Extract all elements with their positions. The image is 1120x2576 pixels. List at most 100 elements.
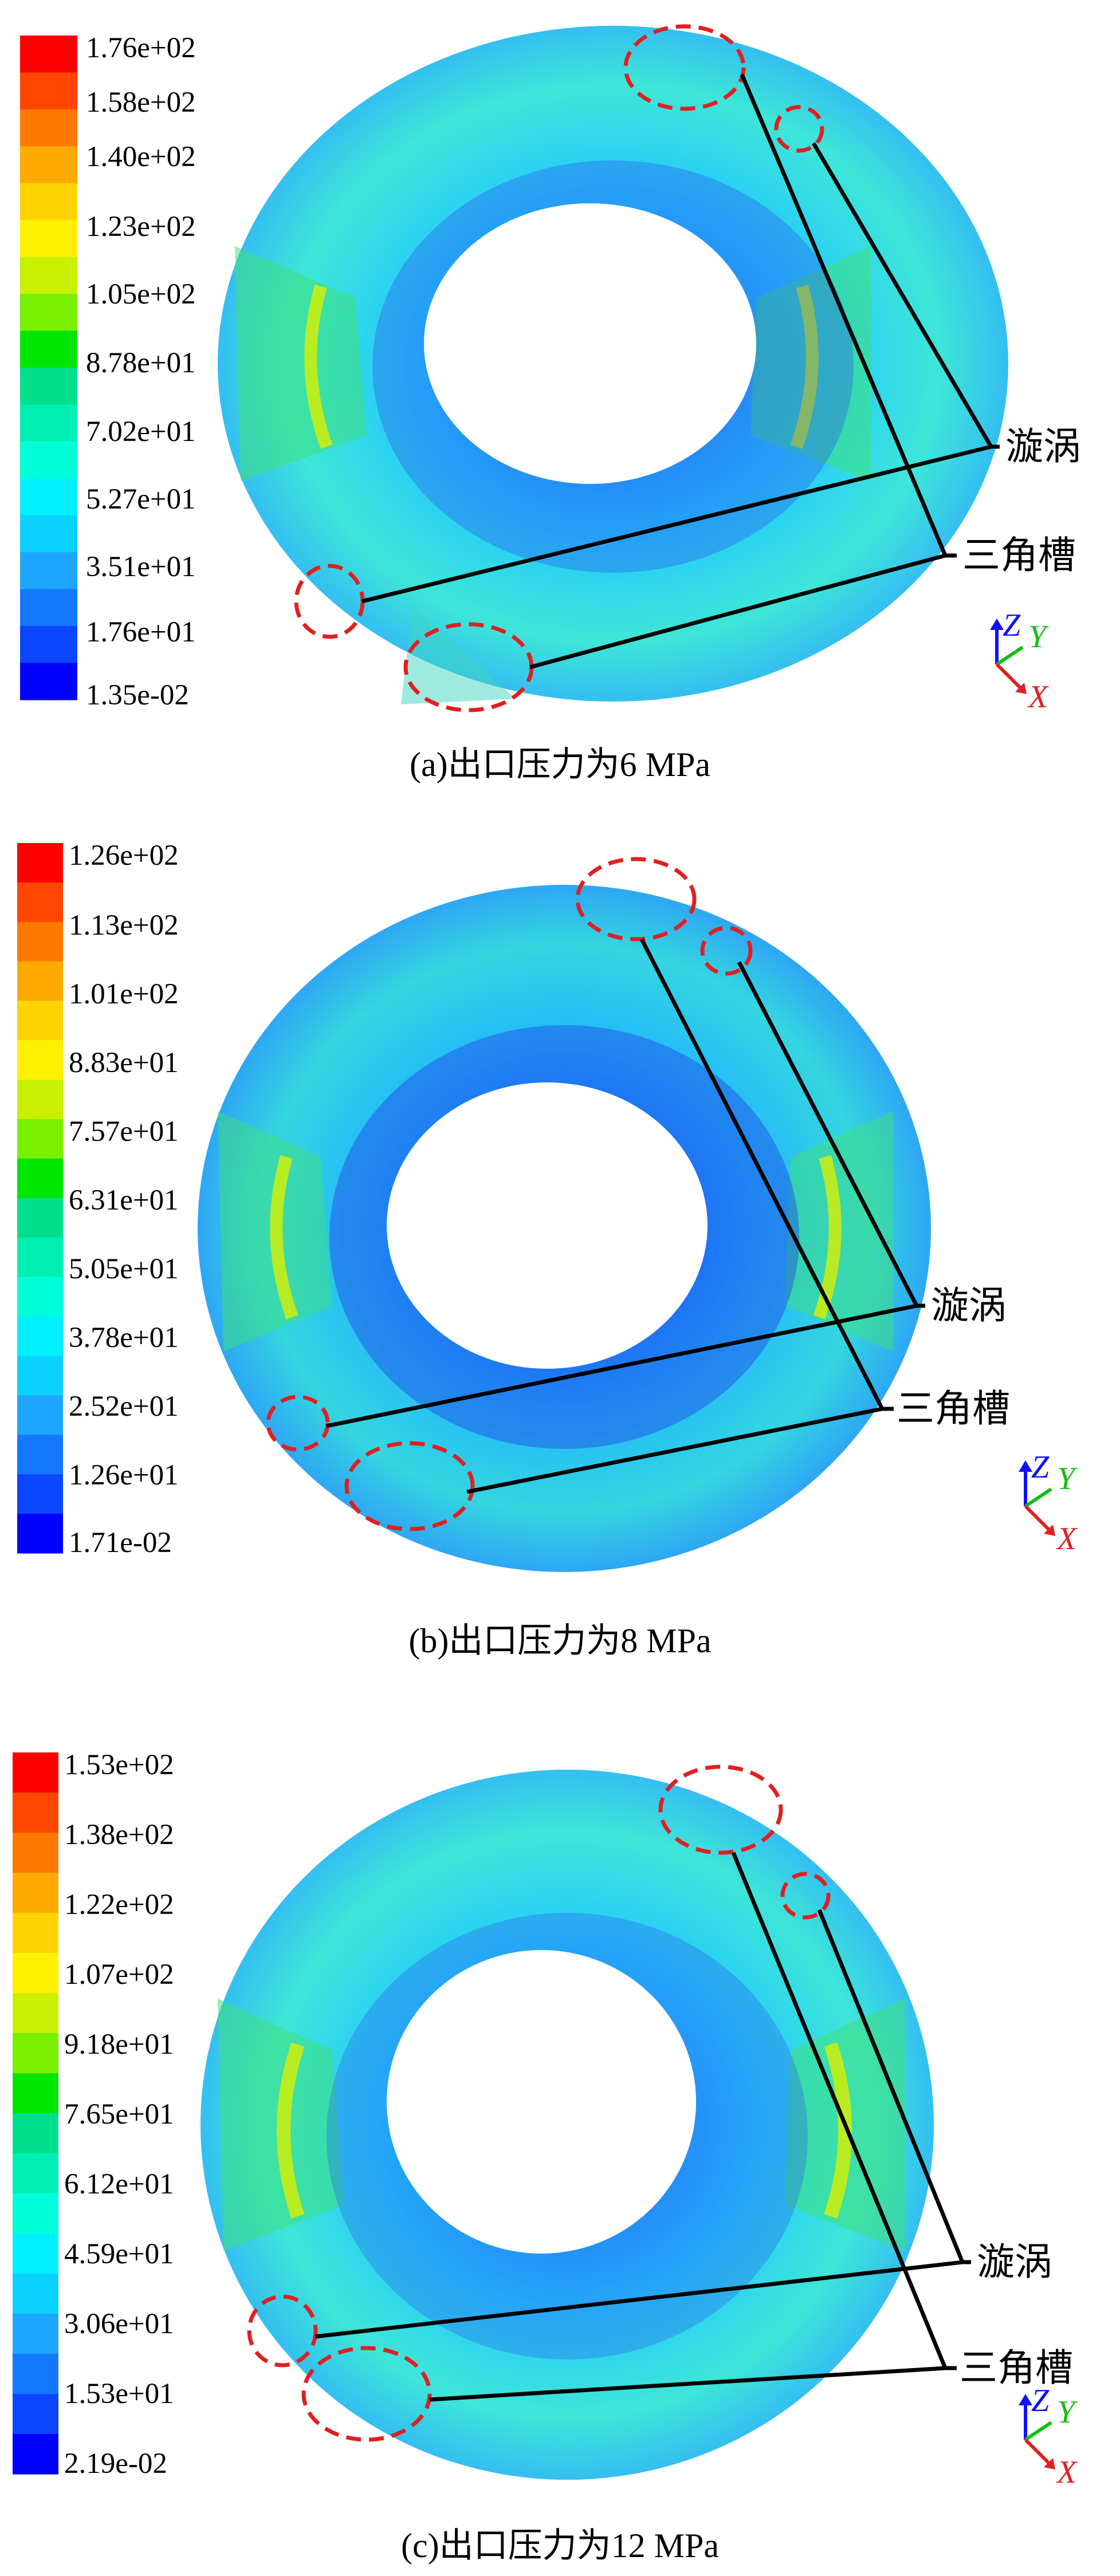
colorbar-label: 3.51e+01	[86, 551, 196, 583]
leader-lines-c	[315, 1852, 971, 2402]
axis-x-label: X	[1056, 2455, 1078, 2490]
colorbar-labels-c: 1.53e+02 1.38e+02 1.22e+02 1.07e+02 9.18…	[64, 1749, 174, 2480]
panel-c-caption: (c)出口压力为12 MPa	[401, 2527, 719, 2565]
colorbar-swatch	[20, 330, 77, 368]
disc-hole	[387, 1082, 708, 1369]
axis-y-label: Y	[1057, 1461, 1078, 1496]
colorbar-swatch	[17, 1198, 63, 1238]
vortex-label: 漩涡	[931, 1285, 1007, 1327]
colorbar-swatch	[17, 1277, 63, 1317]
axis-x-label: X	[1027, 679, 1050, 715]
colorbar-swatch	[13, 2113, 58, 2154]
colorbar-label: 3.06e+01	[64, 2308, 174, 2340]
colorbar-label: 2.19e-02	[64, 2448, 167, 2480]
axis-x-label: X	[1056, 1521, 1078, 1557]
triangle-groove-marker	[658, 1764, 783, 1855]
axis-triad-a: Z Y X	[990, 608, 1050, 715]
colorbar-label: 6.12e+01	[64, 2168, 174, 2200]
colorbar-swatch	[20, 441, 77, 479]
colorbar-b	[17, 843, 63, 1554]
colorbar-swatch	[17, 1514, 63, 1554]
triangle-groove-label: 三角槽	[960, 2347, 1073, 2389]
colorbar-swatch	[20, 257, 77, 294]
colorbar-swatch	[17, 1316, 63, 1357]
colorbar-label: 7.57e+01	[69, 1116, 179, 1148]
axis-triad-c: Z Y X	[1019, 2383, 1078, 2490]
colorbar-label: 8.78e+01	[86, 347, 196, 379]
colorbar-label: 8.83e+01	[69, 1047, 179, 1079]
disc-hole	[424, 203, 756, 484]
colorbar-swatch	[17, 961, 63, 1002]
colorbar-swatch	[13, 2434, 58, 2475]
colorbar-swatch	[13, 2153, 58, 2194]
colorbar-swatch	[13, 2314, 58, 2354]
colorbar-swatch	[17, 1119, 63, 1159]
annotation-circles-a	[294, 24, 824, 712]
triangle-groove-marker	[623, 24, 746, 111]
panel-b: 1.26e+02 1.13e+02 1.01e+02 8.83e+01 7.57…	[0, 836, 1120, 1684]
annular-disc-a	[218, 26, 1008, 704]
colorbar-label: 9.18e+01	[64, 2028, 174, 2061]
colorbar-swatch	[17, 1356, 63, 1396]
colorbar-swatch	[13, 1833, 58, 1873]
colorbar-label: 2.52e+01	[69, 1391, 179, 1423]
colorbar-swatch	[17, 843, 63, 883]
colorbar-label: 1.71e-02	[69, 1527, 172, 1559]
colorbar-swatch	[20, 663, 77, 700]
colorbar-swatch	[20, 626, 77, 664]
colorbar-label: 1.05e+02	[86, 278, 196, 310]
colorbar-swatch	[20, 183, 77, 220]
colorbar-label: 1.76e+01	[86, 616, 196, 648]
colorbar-swatch	[17, 1395, 63, 1435]
velocity-contour-figure-a: 1.76e+02 1.58e+02 1.40e+02 1.23e+02 1.05…	[20, 24, 1081, 715]
velocity-contour-figure-b: 1.26e+02 1.13e+02 1.01e+02 8.83e+01 7.57…	[17, 840, 1078, 1572]
colorbar-swatch	[13, 1793, 58, 1833]
triangle-groove-marker	[575, 857, 697, 942]
colorbar-swatch	[20, 552, 77, 590]
colorbar-label: 7.02e+01	[86, 416, 196, 448]
colorbar-swatch	[13, 2354, 58, 2394]
vortex-label: 漩涡	[977, 2242, 1052, 2283]
colorbar-label: 1.53e+02	[64, 1749, 174, 1781]
axis-z-label: Z	[1031, 1450, 1050, 1485]
axis-y-label: Y	[1028, 619, 1050, 655]
colorbar-swatch	[13, 2033, 58, 2074]
colorbar-label: 6.31e+01	[69, 1184, 179, 1216]
colorbar-swatch	[17, 882, 63, 923]
triangle-groove-label: 三角槽	[897, 1388, 1010, 1430]
colorbar-swatch	[13, 2193, 58, 2234]
colorbar-swatch	[13, 2073, 58, 2114]
colorbar-swatch	[20, 72, 77, 110]
colorbar-label: 1.53e+01	[64, 2378, 174, 2410]
leader-lines-b	[326, 938, 925, 1494]
panel-a-caption: (a)出口压力为6 MPa	[410, 746, 710, 783]
colorbar-label: 5.05e+01	[69, 1253, 179, 1285]
panel-c: 1.53e+02 1.38e+02 1.22e+02 1.07e+02 9.18…	[0, 1747, 1120, 2576]
annular-disc-c	[201, 1770, 934, 2480]
colorbar-swatch	[13, 1993, 58, 2034]
velocity-contour-figure-c: 1.53e+02 1.38e+02 1.22e+02 1.07e+02 9.18…	[13, 1749, 1078, 2490]
panel-b-caption: (b)出口压力为8 MPa	[408, 1622, 712, 1660]
colorbar-c	[13, 1752, 58, 2475]
colorbar-swatch	[20, 368, 77, 405]
axis-z-label: Z	[1031, 2383, 1050, 2419]
colorbar-label: 1.23e+02	[86, 211, 196, 243]
colorbar-swatch	[20, 220, 77, 258]
colorbar-a	[20, 36, 77, 700]
colorbar-label: 1.07e+02	[64, 1959, 174, 1991]
disc-hole	[387, 1950, 696, 2254]
colorbar-swatch	[13, 1873, 58, 1913]
colorbar-swatch	[17, 921, 63, 962]
colorbar-label: 3.78e+01	[69, 1322, 179, 1354]
colorbar-swatch	[13, 2394, 58, 2435]
triangle-groove-marker	[301, 2346, 432, 2442]
colorbar-swatch	[20, 515, 77, 553]
colorbar-label: 1.13e+02	[69, 909, 179, 942]
colorbar-label: 1.35e-02	[86, 679, 189, 711]
colorbar-label: 1.26e+01	[69, 1459, 179, 1491]
annotation-circles-c	[247, 1764, 831, 2442]
panel-a: 1.76e+02 1.58e+02 1.40e+02 1.23e+02 1.05…	[0, 0, 1120, 813]
colorbar-label: 4.59e+01	[64, 2238, 174, 2270]
colorbar-labels-b: 1.26e+02 1.13e+02 1.01e+02 8.83e+01 7.57…	[69, 840, 179, 1559]
leader-lines-a	[361, 73, 1000, 669]
